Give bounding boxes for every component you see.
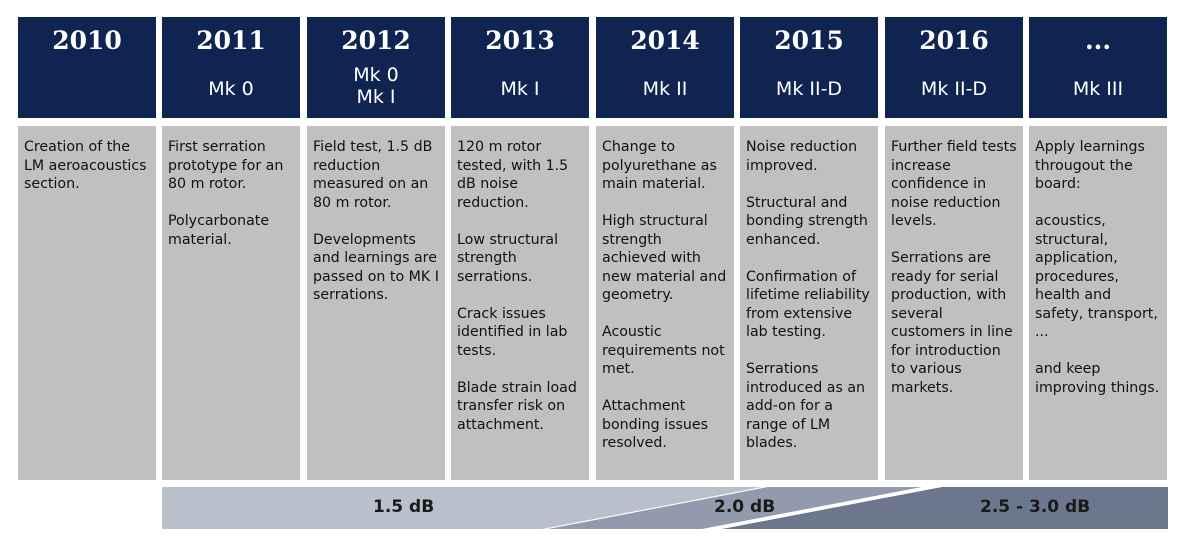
milestone-text: acoustics, structural, application, proc… bbox=[1035, 213, 1158, 340]
band-segment-2-5-3-0db bbox=[702, 487, 1168, 529]
milestone-text: and keep improving things. bbox=[1035, 361, 1160, 396]
version-line: Mk 0 bbox=[208, 78, 254, 100]
year-header: 2014 Mk II bbox=[596, 17, 734, 118]
version-label: Mk III bbox=[1029, 78, 1167, 100]
milestone-text: Noise reduction improved. bbox=[746, 139, 858, 174]
band-highlight-divider-2 bbox=[702, 487, 942, 529]
year-label: 2015 bbox=[774, 26, 844, 55]
milestone-text: 120 m rotor tested, with 1.5 dB noise re… bbox=[457, 139, 569, 211]
year-header: 2011 Mk 0 bbox=[162, 17, 300, 118]
year-header: 2015 Mk II-D bbox=[740, 17, 878, 118]
version-line: Mk II-D bbox=[775, 78, 843, 100]
milestone-card: Creation of the LM aeroacoustics section… bbox=[18, 126, 156, 480]
milestone-card: 120 m rotor tested, with 1.5 dB noise re… bbox=[451, 126, 589, 480]
milestone-text: Crack issues identified in lab tests. bbox=[457, 305, 568, 359]
version-label: Mk II bbox=[596, 78, 734, 100]
milestone-text: Change to polyurethane as main material. bbox=[602, 139, 717, 192]
year-label: 2014 bbox=[630, 26, 700, 55]
milestone-card: Field test, 1.5 dB reduction measured on… bbox=[307, 126, 445, 480]
version-line: Mk I bbox=[500, 78, 540, 100]
milestone-text: Acoustic requirements not met. bbox=[602, 324, 725, 377]
year-label: 2011 bbox=[196, 26, 266, 55]
milestone-text: Apply learnings througout the board: bbox=[1035, 139, 1145, 192]
year-header: ... Mk III bbox=[1029, 17, 1167, 118]
version-line: Mk II-D bbox=[920, 78, 988, 100]
year-header: 2013 Mk I bbox=[451, 17, 589, 118]
version-label: Mk II-D bbox=[885, 78, 1023, 100]
band-label-2-5-3-0db: 2.5 - 3.0 dB bbox=[980, 497, 1091, 517]
milestone-card: Change to polyurethane as main material.… bbox=[596, 126, 734, 480]
milestone-text: Confirmation of lifetime reliability fro… bbox=[746, 268, 870, 341]
band-highlight-divider-1 bbox=[542, 487, 768, 529]
year-label: ... bbox=[1084, 26, 1112, 55]
year-label: 2010 bbox=[52, 26, 122, 55]
year-header: 2016 Mk II-D bbox=[885, 17, 1023, 118]
version-line: Mk I bbox=[356, 86, 396, 108]
year-label: 2013 bbox=[485, 26, 555, 55]
milestone-text: Further field tests increase confidence … bbox=[891, 139, 1017, 229]
milestone-text: Field test, 1.5 dB reduction measured on… bbox=[313, 139, 433, 211]
band-segment-2-0db bbox=[542, 487, 922, 529]
milestone-card: Noise reduction improved. Structural and … bbox=[740, 126, 878, 480]
milestone-text: Serrations introduced as an add-on for a… bbox=[746, 361, 866, 451]
milestone-text: Developments and learnings are passed on… bbox=[313, 231, 439, 304]
milestone-text: Serrations are ready for serial producti… bbox=[891, 250, 1013, 396]
version-line: Mk III bbox=[1072, 78, 1124, 100]
milestone-text: High structural strength achieved with n… bbox=[602, 213, 727, 303]
version-label: Mk 0 bbox=[162, 78, 300, 100]
version-label: Mk 0 Mk I bbox=[307, 64, 445, 108]
year-header: 2012 Mk 0 Mk I bbox=[307, 17, 445, 118]
milestone-text: Polycarbonate material. bbox=[168, 213, 270, 248]
band-label-1-5db: 1.5 dB bbox=[373, 497, 435, 517]
milestone-text: Low structural strength serrations. bbox=[457, 231, 559, 285]
milestone-card: Further field tests increase confidence … bbox=[885, 126, 1023, 480]
milestone-text: Blade strain load transfer risk on attac… bbox=[457, 379, 577, 433]
year-label: 2012 bbox=[341, 26, 411, 55]
version-label: Mk I bbox=[451, 78, 589, 100]
milestone-text: Attachment bonding issues resolved. bbox=[602, 398, 708, 451]
band-label-2-0db: 2.0 dB bbox=[714, 497, 776, 517]
milestone-text: First serration prototype for an 80 m ro… bbox=[168, 139, 284, 192]
year-label: 2016 bbox=[919, 26, 989, 55]
band-segment-1-5db bbox=[162, 487, 762, 529]
version-line: Mk II bbox=[642, 78, 688, 100]
milestone-card: Apply learnings througout the board: acou… bbox=[1029, 126, 1167, 480]
milestone-text: Creation of the LM aeroacoustics section… bbox=[24, 139, 147, 192]
version-line: Mk 0 bbox=[353, 64, 399, 86]
year-header: 2010 bbox=[18, 17, 156, 118]
version-label: Mk II-D bbox=[740, 78, 878, 100]
milestone-text: Structural and bonding strength enhanced… bbox=[746, 194, 868, 248]
milestone-card: First serration prototype for an 80 m ro… bbox=[162, 126, 300, 480]
noise-reduction-band bbox=[162, 487, 1168, 529]
